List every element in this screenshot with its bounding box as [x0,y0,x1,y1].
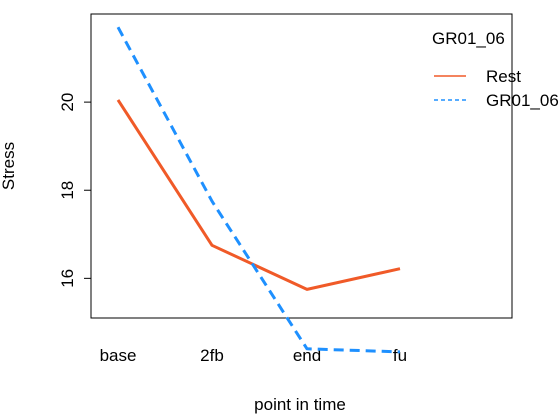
legend: GR01_06 Rest GR01_06 [432,29,559,110]
y-axis-label: Stress [0,142,18,190]
legend-label-rest: Rest [486,67,521,86]
x-tick-label: end [293,346,321,365]
series-line-gr01-06 [116,26,401,354]
x-tick-label: fu [393,346,407,365]
series-line-rest [116,99,401,291]
x-axis-label: point in time [254,395,346,414]
plot-frame [90,13,513,319]
y-ticks: 16 18 20 [58,93,91,288]
legend-label-gr01-06: GR01_06 [486,91,559,110]
series-layer [116,26,401,354]
x-tick-labels: base 2fb end fu [100,346,408,365]
y-tick-label: 18 [58,181,77,200]
y-tick-label: 16 [58,269,77,288]
legend-title: GR01_06 [432,29,505,48]
y-tick-label: 20 [58,93,77,112]
x-tick-label: 2fb [200,346,224,365]
x-tick-label: base [100,346,137,365]
